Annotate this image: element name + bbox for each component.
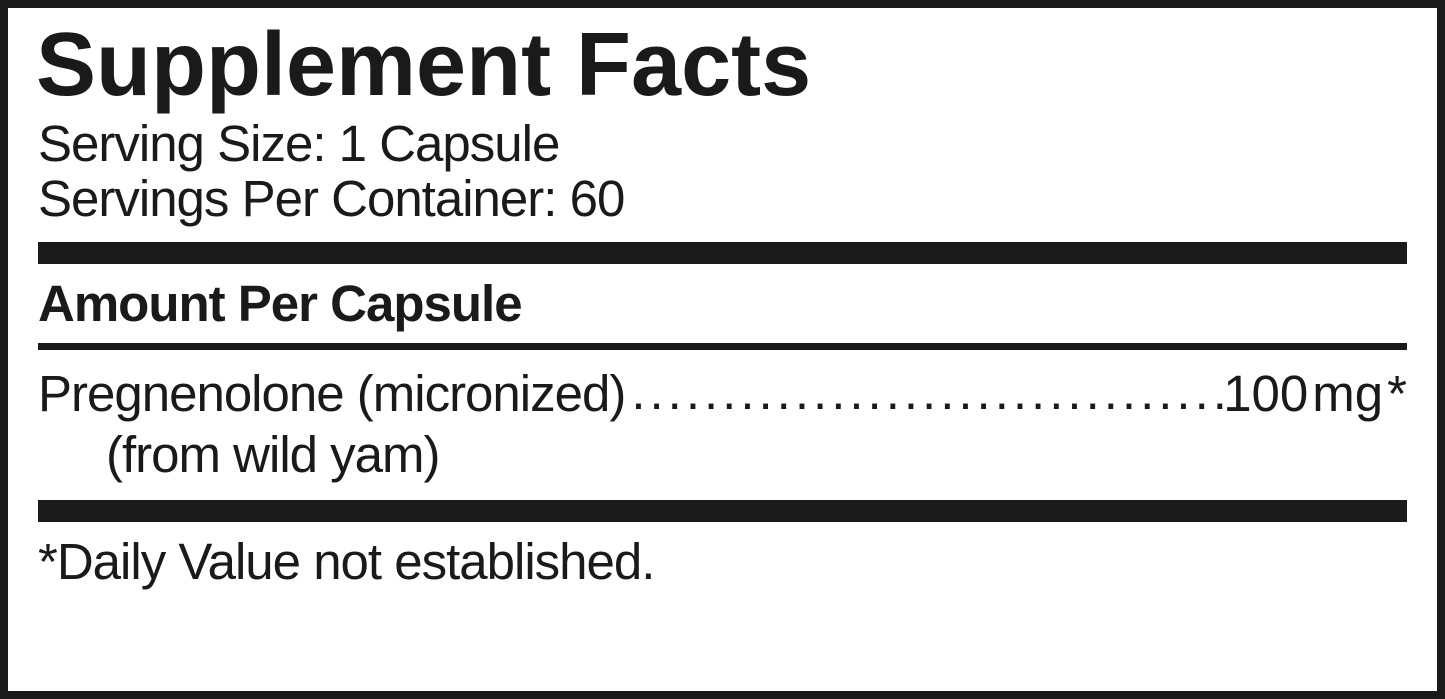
rule-thin-mid [38, 343, 1407, 350]
footnote: *Daily Value not established. [38, 532, 1407, 591]
supplement-facts-panel: Supplement Facts Serving Size1 Capsule S… [0, 0, 1445, 699]
ingredient-row: Pregnenolone (micronized) ..............… [38, 364, 1407, 423]
ingredient-unit: mg [1312, 365, 1383, 422]
serving-size-label: Serving Size [38, 115, 339, 172]
leader-dots: ........................................… [625, 362, 1223, 421]
ingredient-name: Pregnenolone (micronized) [38, 364, 625, 423]
ingredient-amount: 100mg* [1223, 364, 1407, 423]
servings-per-container-value: 60 [570, 170, 625, 227]
ingredient-subtext: (from wild yam) [38, 425, 1407, 484]
ingredient-block: Pregnenolone (micronized) ..............… [38, 364, 1407, 484]
amount-per-capsule-header: Amount Per Capsule [38, 274, 1407, 333]
ingredient-amount-value: 100 [1223, 365, 1308, 422]
servings-per-container-line: Servings Per Container60 [38, 171, 1407, 226]
servings-per-container-label: Servings Per Container [38, 170, 570, 227]
rule-thick-bottom [38, 500, 1407, 522]
serving-size-line: Serving Size1 Capsule [38, 116, 1407, 171]
rule-thick-top [38, 242, 1407, 264]
serving-size-value: 1 Capsule [339, 115, 560, 172]
ingredient-marker: * [1387, 365, 1407, 422]
panel-title: Supplement Facts [36, 20, 1407, 110]
